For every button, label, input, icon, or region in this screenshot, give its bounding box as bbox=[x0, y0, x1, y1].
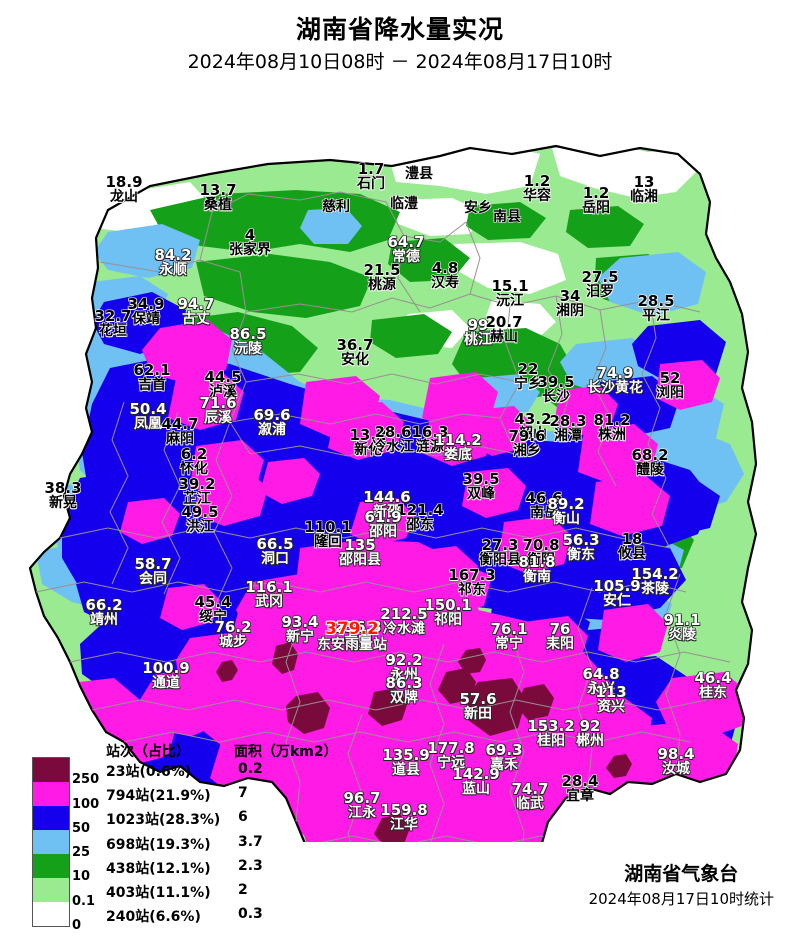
legend-tick-labels: 250 100 50 25 10 0.1 0 bbox=[72, 757, 104, 933]
legend-row-area: 0.3 bbox=[238, 906, 263, 923]
legend-colorbar bbox=[32, 757, 70, 927]
legend-row-stations: 794站(21.9%) bbox=[106, 788, 211, 805]
legend-tick-250: 250 bbox=[72, 772, 100, 788]
legend: 250 100 50 25 10 0.1 0 站次（占比） 面积（万km2） 23站(0.6… bbox=[32, 744, 338, 933]
legend-row-area: 3.7 bbox=[238, 833, 263, 850]
page-title: 湖南省降水量实况 bbox=[295, 15, 504, 44]
legend-tick-25: 25 bbox=[72, 845, 91, 861]
legend-row-stations: 23站(0.6%) bbox=[106, 764, 192, 780]
legend-swatch-1 bbox=[33, 781, 69, 806]
legend-row: 403站(11.1%) 2 bbox=[106, 880, 336, 904]
legend-row: 698站(19.3%) 3.7 bbox=[106, 832, 336, 856]
legend-row-area: 0.2 bbox=[238, 761, 263, 777]
legend-header-area: 面积（万km2） bbox=[234, 744, 338, 760]
legend-tick-100: 100 bbox=[72, 796, 100, 812]
legend-row-area: 2.3 bbox=[238, 857, 263, 874]
legend-row-stations: 240站(6.6%) bbox=[106, 909, 201, 926]
legend-row-area: 7 bbox=[238, 785, 248, 802]
legend-swatch-3 bbox=[33, 829, 69, 854]
legend-tick-0.1: 0.1 bbox=[72, 893, 96, 909]
legend-tick-10: 10 bbox=[72, 869, 91, 885]
legend-row-stations: 438站(12.1%) bbox=[106, 860, 211, 877]
legend-header-stations: 站次（占比） bbox=[106, 744, 190, 760]
title-period: 2024年08月10日08时 － 2024年08月17日10时 bbox=[187, 51, 613, 73]
footer: 湖南省气象台 2024年08月17日10时统计 bbox=[589, 861, 774, 911]
statistics-timestamp: 2024年08月17日10时统计 bbox=[588, 890, 774, 908]
legend-row-stations: 698站(19.3%) bbox=[106, 836, 211, 853]
legend-row-stations: 403站(11.1%) bbox=[106, 884, 211, 901]
legend-row: 1023站(28.3%) 6 bbox=[106, 807, 336, 831]
province-border bbox=[28, 144, 758, 842]
title-block: 湖南省降水量实况 2024年08月10日08时 － 2024年08月17日10时 bbox=[0, 14, 800, 76]
legend-rows: 23站(0.6%) 0.2 794站(21.9%) 7 1023站(28.3%) 6 698… bbox=[106, 759, 336, 928]
legend-swatch-5 bbox=[33, 877, 69, 902]
legend-swatch-0 bbox=[33, 758, 69, 782]
issuing-organization: 湖南省气象台 bbox=[624, 863, 739, 885]
legend-row-stations: 1023站(28.3%) bbox=[106, 812, 221, 829]
legend-tick-50: 50 bbox=[72, 820, 91, 836]
legend-row-area: 6 bbox=[238, 809, 248, 826]
legend-row: 438站(12.1%) 2.3 bbox=[106, 856, 336, 880]
map-canvas bbox=[0, 82, 800, 842]
legend-row-area: 2 bbox=[238, 881, 248, 898]
legend-tick-0: 0 bbox=[72, 918, 82, 933]
legend-swatch-4 bbox=[33, 853, 69, 878]
legend-row: 794站(21.9%) 7 bbox=[106, 783, 336, 807]
legend-swatch-6 bbox=[33, 901, 69, 926]
legend-row: 23站(0.6%) 0.2 bbox=[106, 759, 336, 783]
legend-row: 240站(6.6%) 0.3 bbox=[106, 904, 336, 928]
county-boundaries bbox=[35, 191, 731, 842]
legend-swatch-2 bbox=[33, 805, 69, 830]
